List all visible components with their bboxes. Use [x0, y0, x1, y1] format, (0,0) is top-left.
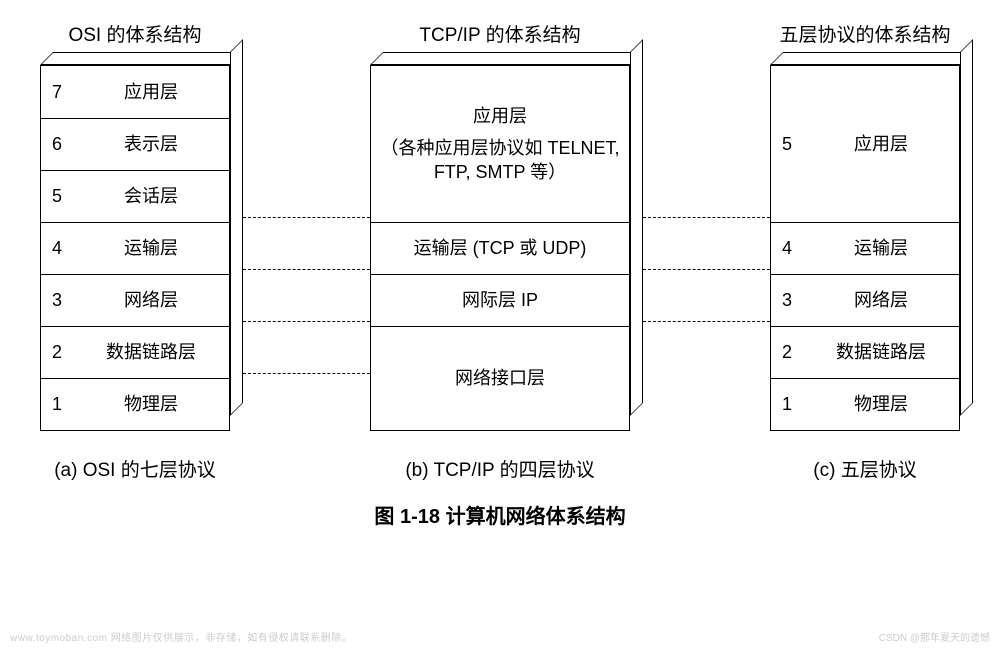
osi-caption: (a) OSI 的七层协议: [54, 455, 216, 482]
five-stack: 5应用层4运输层3网络层2数据链路层1物理层: [770, 65, 960, 431]
five-layer-4: 4运输层: [771, 222, 959, 274]
connector-line: [643, 269, 770, 270]
osi-layer-label: 会话层: [73, 184, 229, 208]
five-layer-num: 1: [771, 394, 803, 415]
connector-line: [243, 373, 370, 374]
osi-layer-num: 7: [41, 82, 73, 103]
osi-layer-num: 4: [41, 238, 73, 259]
osi-layer-3: 3网络层: [41, 274, 229, 326]
five-layer-5: 5应用层: [771, 66, 959, 222]
five-caption: (c) 五层协议: [813, 455, 916, 482]
five-layer-label: 应用层: [803, 132, 959, 156]
five-column: 五层协议的体系结构 5应用层4运输层3网络层2数据链路层1物理层 (c) 五层协…: [770, 20, 960, 482]
tcpip-title: TCP/IP 的体系结构: [419, 20, 580, 47]
osi-layer-num: 5: [41, 186, 73, 207]
tcpip-layer-2: 网际层 IP: [371, 274, 629, 326]
five-layer-label: 运输层: [803, 236, 959, 260]
osi-stack-wrap: 7应用层6表示层5会话层4运输层3网络层2数据链路层1物理层: [40, 65, 230, 431]
five-layer-num: 5: [771, 134, 803, 155]
tcpip-column: TCP/IP 的体系结构 应用层（各种应用层协议如 TELNET, FTP, S…: [370, 20, 630, 482]
osi-layer-label: 应用层: [73, 80, 229, 104]
watermark-right: CSDN @那年夏天的遗憾: [879, 629, 990, 644]
columns-row: OSI 的体系结构 7应用层6表示层5会话层4运输层3网络层2数据链路层1物理层…: [40, 20, 960, 482]
five-layer-label: 物理层: [803, 392, 959, 416]
tcpip-layer-label: 网际层 IP: [371, 288, 629, 312]
osi-layer-label: 物理层: [73, 392, 229, 416]
five-layer-num: 3: [771, 290, 803, 311]
watermark-left: www.toymoban.com 网络图片仅供展示，非存储，如有侵权请联系删除。: [10, 629, 352, 644]
tcpip-caption: (b) TCP/IP 的四层协议: [405, 455, 594, 482]
tcpip-layer-label: 应用层（各种应用层协议如 TELNET, FTP, SMTP 等）: [371, 104, 629, 185]
five-layer-2: 2数据链路层: [771, 326, 959, 378]
five-layer-num: 2: [771, 342, 803, 363]
osi-layer-6: 6表示层: [41, 118, 229, 170]
osi-layer-num: 6: [41, 134, 73, 155]
osi-top-face: [40, 52, 243, 65]
connector-line: [243, 321, 370, 322]
five-layer-1: 1物理层: [771, 378, 959, 430]
tcpip-layer-label: 运输层 (TCP 或 UDP): [371, 236, 629, 260]
osi-layer-num: 2: [41, 342, 73, 363]
five-layer-label: 网络层: [803, 288, 959, 312]
connector-line: [643, 217, 770, 218]
connector-line: [243, 269, 370, 270]
osi-column: OSI 的体系结构 7应用层6表示层5会话层4运输层3网络层2数据链路层1物理层…: [40, 20, 230, 482]
five-layer-3: 3网络层: [771, 274, 959, 326]
tcpip-layer-1: 运输层 (TCP 或 UDP): [371, 222, 629, 274]
connector-line: [243, 217, 370, 218]
osi-layer-label: 数据链路层: [73, 340, 229, 364]
five-side-face: [960, 39, 973, 416]
osi-layer-2: 2数据链路层: [41, 326, 229, 378]
osi-layer-label: 网络层: [73, 288, 229, 312]
figure-caption: 图 1-18 计算机网络体系结构: [40, 500, 960, 529]
five-top-face: [770, 52, 973, 65]
osi-layer-num: 3: [41, 290, 73, 311]
tcpip-layer-0: 应用层（各种应用层协议如 TELNET, FTP, SMTP 等）: [371, 66, 629, 222]
network-architecture-diagram: OSI 的体系结构 7应用层6表示层5会话层4运输层3网络层2数据链路层1物理层…: [40, 20, 960, 529]
osi-layer-label: 运输层: [73, 236, 229, 260]
osi-side-face: [230, 39, 243, 416]
osi-layer-5: 5会话层: [41, 170, 229, 222]
tcpip-top-face: [370, 52, 643, 65]
connector-line: [643, 321, 770, 322]
osi-layer-label: 表示层: [73, 132, 229, 156]
tcpip-stack-wrap: 应用层（各种应用层协议如 TELNET, FTP, SMTP 等） 运输层 (TC…: [370, 65, 630, 431]
tcpip-stack: 应用层（各种应用层协议如 TELNET, FTP, SMTP 等） 运输层 (TC…: [370, 65, 630, 431]
five-stack-wrap: 5应用层4运输层3网络层2数据链路层1物理层: [770, 65, 960, 431]
tcpip-layer-3: 网络接口层: [371, 326, 629, 430]
osi-layer-4: 4运输层: [41, 222, 229, 274]
tcpip-layer-label: 网络接口层: [371, 366, 629, 390]
five-title: 五层协议的体系结构: [779, 20, 950, 47]
five-layer-num: 4: [771, 238, 803, 259]
osi-stack: 7应用层6表示层5会话层4运输层3网络层2数据链路层1物理层: [40, 65, 230, 431]
osi-layer-1: 1物理层: [41, 378, 229, 430]
tcpip-side-face: [630, 39, 643, 416]
osi-layer-7: 7应用层: [41, 66, 229, 118]
five-layer-label: 数据链路层: [803, 340, 959, 364]
osi-title: OSI 的体系结构: [68, 20, 201, 47]
osi-layer-num: 1: [41, 394, 73, 415]
